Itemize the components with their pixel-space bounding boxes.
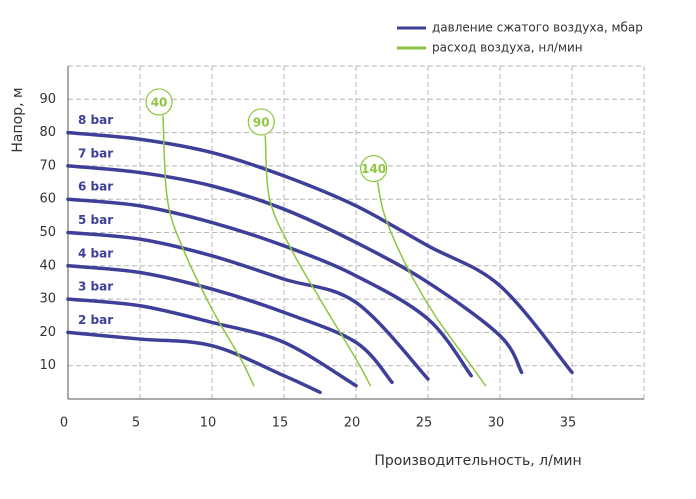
y-tick-label: 90 [39, 92, 56, 107]
y-tick-label: 20 [39, 325, 56, 340]
series-line [66, 264, 394, 385]
series-line [264, 135, 372, 387]
series-line [66, 230, 430, 381]
series-line [162, 115, 255, 387]
series-line [66, 297, 358, 388]
legend-label: расход воздуха, нл/мин [432, 41, 583, 55]
series-label: 2 bar [78, 313, 113, 327]
legend-label: давление сжатого воздуха, мбар [432, 21, 643, 35]
series-label: 8 bar [78, 113, 113, 127]
series-label: 5 bar [78, 213, 113, 227]
series-label: 7 bar [78, 146, 113, 160]
series-line [66, 197, 473, 378]
series-label: 90 [253, 115, 270, 129]
y-tick-label: 50 [39, 225, 56, 240]
x-tick-label: 25 [416, 416, 433, 431]
series-label: 40 [151, 95, 168, 109]
series-line [66, 330, 322, 395]
series-line [376, 181, 487, 387]
series-label-bubble [247, 108, 275, 136]
series-label: 4 bar [78, 246, 113, 260]
series-label: 6 bar [78, 180, 113, 194]
y-tick-label: 80 [39, 125, 56, 140]
series-label: 3 bar [78, 280, 113, 294]
series-label-bubble [145, 88, 173, 116]
x-tick-label: 30 [488, 416, 505, 431]
x-tick-label: 10 [200, 416, 217, 431]
series-label: 140 [361, 162, 386, 176]
series-line [66, 130, 574, 375]
y-axis-label: Напор, м [10, 87, 26, 152]
x-tick-label: 0 [60, 416, 68, 431]
series-label-bubble [360, 154, 388, 183]
x-tick-label: 20 [344, 416, 361, 431]
y-tick-label: 30 [39, 292, 56, 307]
y-tick-label: 70 [39, 158, 56, 173]
x-tick-label: 35 [560, 416, 577, 431]
series-line [66, 164, 524, 375]
x-tick-label: 5 [132, 416, 140, 431]
y-tick-label: 10 [39, 358, 56, 373]
y-tick-label: 60 [39, 192, 56, 207]
x-tick-label: 15 [272, 416, 289, 431]
y-tick-label: 40 [39, 258, 56, 273]
x-axis-label: Производительность, л/мин [374, 453, 581, 469]
